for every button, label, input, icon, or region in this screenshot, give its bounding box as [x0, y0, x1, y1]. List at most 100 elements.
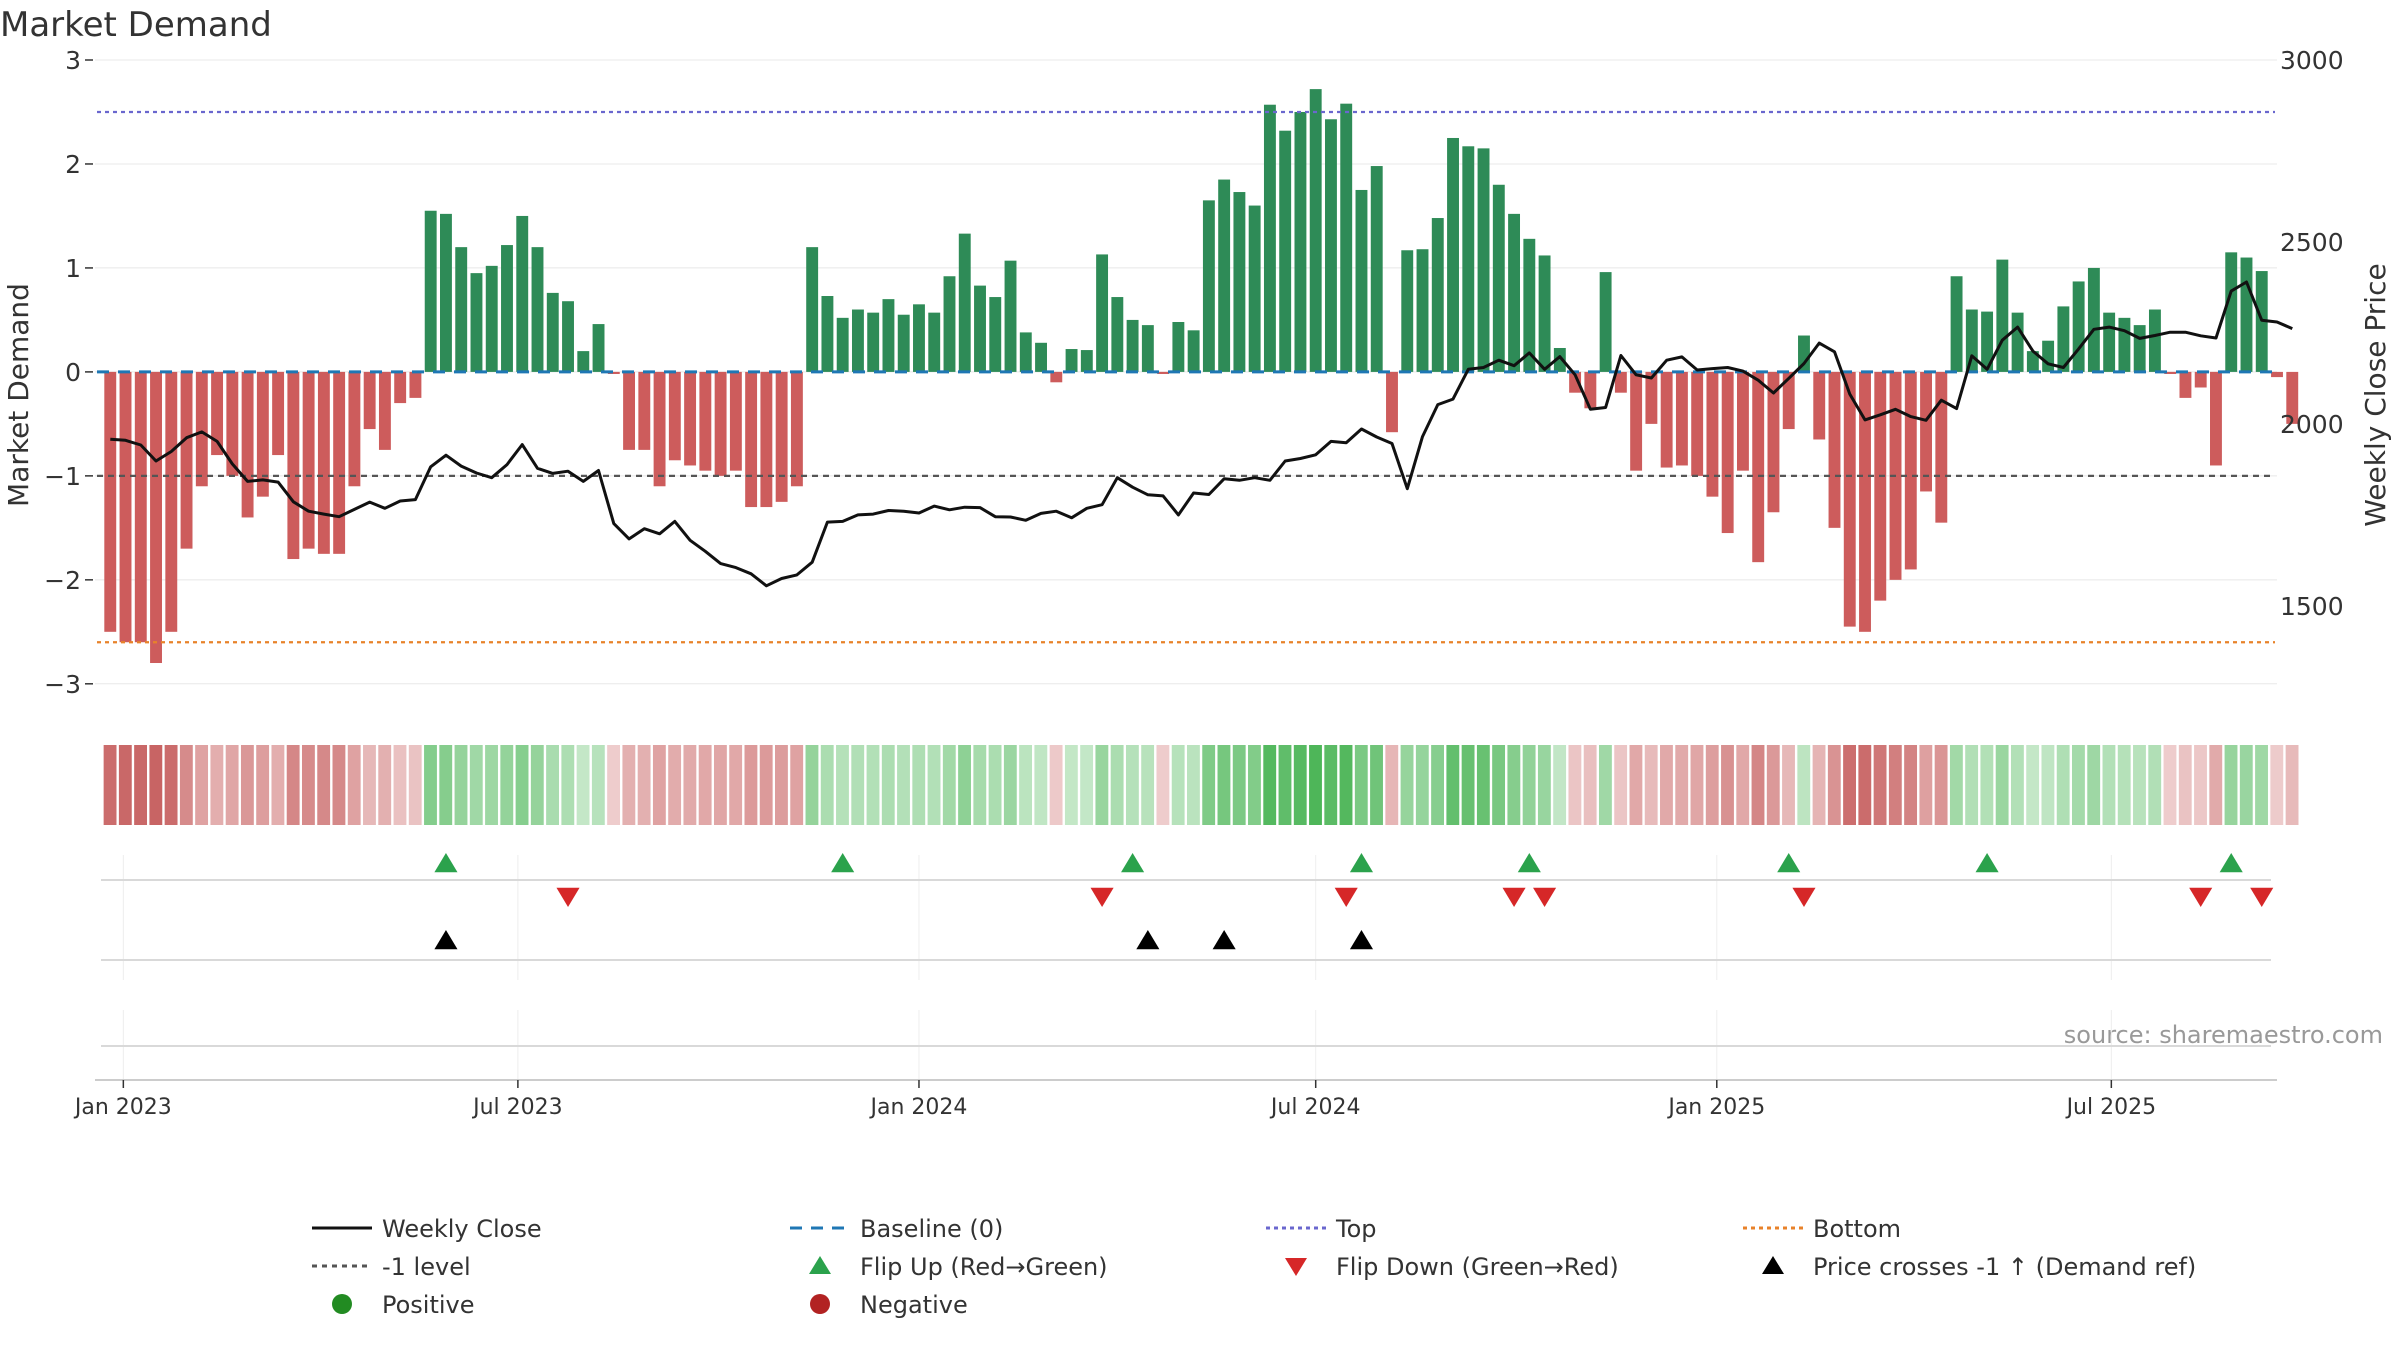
- heat-strip-cell: [2209, 745, 2223, 825]
- heat-strip-cell: [1202, 745, 1216, 825]
- demand-bar: [1874, 371, 1887, 601]
- marker-triangle-down: [1502, 887, 1526, 907]
- marker-triangle-up: [1349, 853, 1374, 873]
- heat-strip-cell: [546, 745, 559, 825]
- legend-label: -1 level: [382, 1253, 471, 1281]
- demand-bar: [424, 210, 437, 372]
- x-tick-label: Jul 2025: [2065, 1095, 2157, 1120]
- heat-strip-cell: [301, 745, 315, 825]
- demand-bar: [577, 351, 590, 372]
- heat-strip-cell: [1248, 745, 1261, 825]
- heat-strip-cell: [1049, 745, 1063, 825]
- legend-label: Positive: [382, 1291, 475, 1319]
- demand-bar: [1172, 322, 1185, 372]
- heat-strip-cell: [637, 745, 651, 825]
- demand-bar: [394, 371, 407, 404]
- heat-strip-cell: [591, 745, 605, 825]
- heat-strip-cell: [1080, 745, 1094, 825]
- heat-strip-cell: [2026, 745, 2040, 825]
- heat-strip-cell: [1309, 745, 1322, 825]
- y-tick-label-right: 1500: [2280, 592, 2344, 621]
- heat-strip-cell: [622, 745, 636, 825]
- heat-strip-cell: [1598, 745, 1612, 825]
- heat-strip-cell: [164, 745, 178, 825]
- demand-bar: [653, 371, 666, 487]
- heat-strip-cell: [515, 745, 529, 825]
- y-tick-label-right: 2500: [2280, 228, 2344, 257]
- demand-bar: [1004, 260, 1017, 372]
- heat-strip-cell: [2133, 745, 2146, 825]
- heat-strip-cell: [1415, 745, 1429, 825]
- demand-bar: [1157, 371, 1170, 374]
- demand-bar: [699, 371, 712, 471]
- demand-bar: [1233, 192, 1246, 372]
- heat-strip-cell: [1125, 745, 1139, 825]
- demand-bar: [317, 371, 330, 554]
- demand-bar: [974, 285, 986, 372]
- heat-strip-cell: [729, 745, 743, 825]
- demand-bar: [1492, 184, 1505, 372]
- heat-strip-cell: [2224, 745, 2238, 825]
- marker-triangle-up: [1349, 930, 1374, 950]
- demand-bar: [851, 309, 864, 372]
- heat-strip-cell: [1034, 745, 1048, 825]
- demand-bar: [1141, 325, 1154, 372]
- demand-bar: [1386, 371, 1398, 433]
- heat-strip-cell: [1095, 745, 1109, 825]
- heat-strip-cell: [2285, 745, 2299, 825]
- heat-strip-cell: [759, 745, 773, 825]
- demand-bar: [2286, 371, 2299, 424]
- heat-strip-cell: [256, 745, 270, 825]
- demand-bar: [1248, 205, 1261, 372]
- demand-bar: [2026, 351, 2039, 372]
- heat-strip-cell: [2239, 745, 2253, 825]
- heat-strip-cell: [790, 745, 804, 825]
- heat-strip-cell: [576, 745, 590, 825]
- demand-bar: [272, 371, 285, 456]
- demand-bar: [623, 371, 636, 450]
- demand-bar: [1782, 371, 1795, 430]
- heat-strip-cell: [1568, 745, 1582, 825]
- heat-strip-cell: [652, 745, 666, 825]
- heat-strip-cell: [1904, 745, 1918, 825]
- demand-bar: [1126, 319, 1139, 372]
- demand-bar: [150, 371, 162, 664]
- heat-strip-cell: [332, 745, 346, 825]
- heat-strip-cell: [2072, 745, 2085, 825]
- demand-bar: [913, 304, 925, 372]
- marker-triangle-down: [1090, 887, 1114, 907]
- heat-strip-cell: [530, 745, 544, 825]
- heat-strip-cell: [363, 745, 376, 825]
- y-tick-label-left: 2: [65, 150, 81, 179]
- demand-bar: [1431, 218, 1444, 372]
- demand-bar: [1996, 259, 2009, 372]
- heat-strip-cell: [393, 745, 407, 825]
- heat-strip-cell: [1339, 745, 1353, 825]
- heat-strip-cell: [118, 745, 132, 825]
- demand-bar: [1569, 371, 1582, 393]
- demand-bar: [1447, 137, 1459, 372]
- demand-bar: [1523, 238, 1536, 372]
- x-tick-label: Jan 2023: [73, 1095, 172, 1120]
- demand-bar: [684, 371, 697, 466]
- demand-bar: [1462, 146, 1475, 372]
- demand-bar: [1538, 255, 1551, 372]
- demand-bar: [775, 371, 788, 502]
- heat-strip-cell: [1644, 745, 1658, 825]
- heat-strip-cell: [378, 745, 392, 825]
- legend-label: Negative: [860, 1291, 968, 1319]
- y-tick-label-left: 1: [65, 254, 81, 283]
- heat-strip-cell: [210, 745, 224, 825]
- marker-triangle-up: [1136, 930, 1160, 950]
- demand-bar: [1080, 350, 1093, 372]
- demand-bar: [1508, 213, 1521, 372]
- legend-label: Weekly Close: [382, 1215, 542, 1243]
- heat-strip-cell: [1675, 745, 1689, 825]
- heat-strip-cell: [1141, 745, 1155, 825]
- demand-bar: [1813, 371, 1826, 440]
- demand-bar: [1904, 371, 1917, 570]
- demand-bar: [1263, 104, 1276, 372]
- heat-strip-cell: [1400, 745, 1414, 825]
- marker-triangle-down: [1533, 887, 1557, 907]
- heat-strip-cell: [271, 745, 285, 825]
